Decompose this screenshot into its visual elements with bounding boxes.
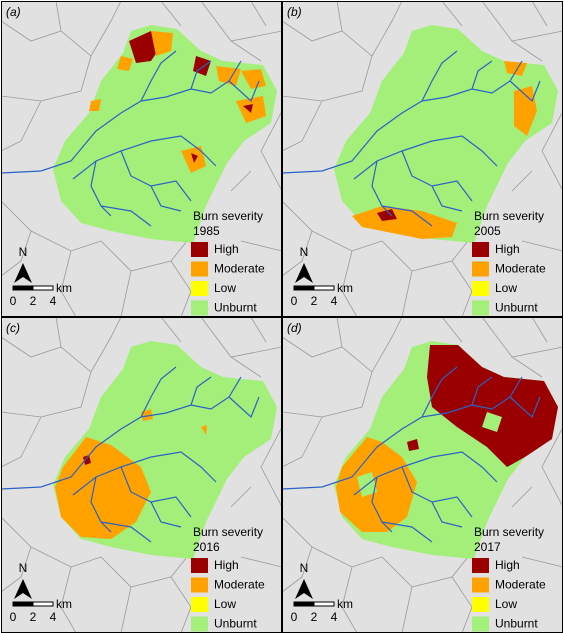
legend-label: Moderate (495, 262, 546, 276)
scale-bar (313, 601, 335, 607)
north-label: N (300, 561, 309, 575)
legend-year: 2016 (193, 540, 220, 554)
legend-label: High (214, 558, 239, 572)
legend-label: Low (214, 597, 236, 611)
scale-bar (12, 285, 34, 291)
burn-patch (336, 437, 417, 532)
burn-patch (151, 31, 173, 56)
legend-swatch (472, 300, 489, 316)
legend-label: Unburnt (495, 617, 538, 631)
legend-label: Low (495, 281, 517, 295)
legend-label: Moderate (214, 262, 265, 276)
scale-label: 4 (331, 610, 338, 624)
scale-label: 0 (10, 294, 17, 308)
scale-unit: km (56, 281, 72, 295)
legend-label: Unburnt (214, 617, 257, 631)
scale-bar (32, 285, 54, 291)
scale-label: 2 (30, 294, 37, 308)
burn-patch (117, 56, 133, 71)
scale-label: 2 (30, 610, 37, 624)
legend-swatch (472, 577, 489, 593)
legend-label: Moderate (495, 578, 546, 592)
legend-swatch (191, 242, 208, 257)
burn-patch (55, 437, 151, 539)
scale-unit: km (337, 597, 353, 611)
burn-patch (482, 412, 502, 432)
panel-label: (b) (287, 5, 302, 19)
north-label: N (19, 245, 28, 259)
burn-patch (243, 104, 253, 113)
scale-label: 4 (50, 610, 57, 624)
burn-patch (514, 86, 537, 136)
burn-patch (377, 209, 397, 221)
legend-label: Low (495, 597, 517, 611)
legend-swatch (472, 261, 489, 277)
legend-label: Unburnt (495, 301, 538, 315)
north-arrow (14, 579, 32, 599)
panel-label: (d) (287, 321, 302, 335)
scale-label: 2 (311, 294, 318, 308)
scale-label: 4 (50, 294, 57, 308)
burn-patch (504, 61, 527, 76)
burn-patch (89, 99, 101, 111)
north-label: N (300, 245, 309, 259)
scale-bar (293, 285, 315, 291)
legend-label: High (495, 242, 520, 256)
legend-year: 2005 (474, 224, 501, 238)
burn-patch (83, 455, 91, 465)
scale-unit: km (337, 281, 353, 295)
legend-swatch (472, 558, 489, 573)
panel-border (282, 1, 563, 317)
legend-year: 2017 (474, 540, 501, 554)
legend-title: Burn severity (193, 525, 263, 539)
north-arrow (295, 579, 313, 599)
panel-label: (c) (6, 321, 20, 335)
legend-title: Burn severity (474, 525, 544, 539)
scale-bar (32, 601, 54, 607)
north-label: N (19, 561, 28, 575)
scale-label: 0 (291, 610, 298, 624)
legend-year: 1985 (193, 224, 220, 238)
scale-label: 4 (331, 294, 338, 308)
burn-patch (407, 439, 419, 451)
panel-border (1, 1, 282, 317)
burn-patch (241, 69, 266, 89)
scale-bar (313, 285, 335, 291)
legend-swatch (191, 300, 208, 316)
burn-patch (427, 345, 558, 467)
scale-bar (12, 601, 34, 607)
legend-title: Burn severity (193, 209, 263, 223)
legend-swatch (472, 597, 489, 612)
legend-label: High (495, 558, 520, 572)
scale-unit: km (56, 597, 72, 611)
legend-title: Burn severity (474, 209, 544, 223)
legend-label: High (214, 242, 239, 256)
scale-label: 0 (10, 610, 17, 624)
legend-swatch (191, 577, 208, 593)
legend-label: Low (214, 281, 236, 295)
legend-swatch (472, 281, 489, 296)
legend-swatch (191, 597, 208, 612)
legend-swatch (191, 616, 208, 632)
legend-swatch (191, 281, 208, 296)
north-arrow (295, 263, 313, 283)
legend-label: Moderate (214, 578, 265, 592)
panel-label: (a) (6, 5, 21, 19)
legend-swatch (472, 242, 489, 257)
north-arrow (14, 263, 32, 283)
burn-patch (191, 153, 198, 163)
legend-label: Unburnt (214, 301, 257, 315)
legend-swatch (191, 558, 208, 573)
scale-label: 2 (311, 610, 318, 624)
legend-swatch (191, 261, 208, 277)
scale-bar (293, 601, 315, 607)
legend-swatch (472, 616, 489, 632)
burn-patch (201, 425, 207, 435)
scale-label: 0 (291, 294, 298, 308)
